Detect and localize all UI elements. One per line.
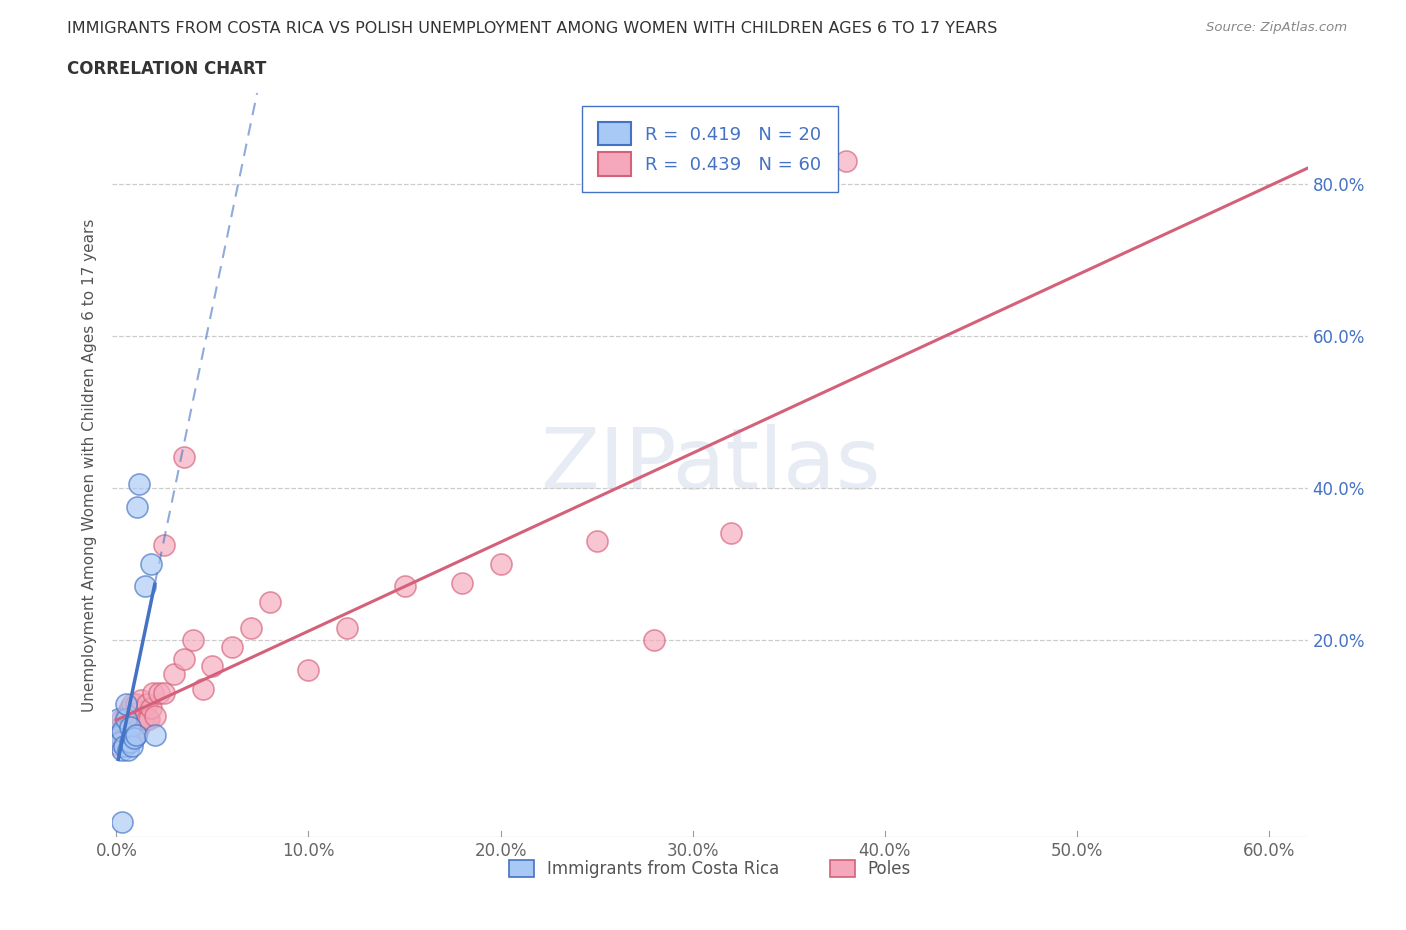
Point — [394, 579, 416, 594]
Legend: Immigrants from Costa Rica, Poles: Immigrants from Costa Rica, Poles — [502, 853, 918, 884]
Point — [643, 632, 665, 647]
Point — [451, 576, 474, 591]
Point — [143, 708, 166, 723]
Y-axis label: Unemployment Among Women with Children Ages 6 to 17 years: Unemployment Among Women with Children A… — [82, 219, 97, 711]
Point — [118, 731, 141, 746]
Point — [111, 724, 134, 738]
Point — [336, 621, 359, 636]
Point — [124, 711, 146, 726]
Point — [124, 697, 146, 711]
Point — [111, 735, 134, 750]
Point — [108, 727, 131, 742]
Point — [115, 724, 138, 738]
Point — [138, 711, 160, 726]
Point — [127, 708, 149, 723]
Point — [259, 594, 281, 609]
Point — [239, 621, 262, 636]
Point — [153, 538, 176, 552]
Point — [139, 556, 162, 571]
Point — [835, 153, 858, 168]
Point — [720, 525, 742, 540]
Point — [122, 731, 145, 746]
Point — [201, 658, 224, 673]
Point — [132, 711, 155, 726]
Point — [108, 738, 131, 753]
Point — [127, 724, 149, 738]
Point — [163, 666, 186, 681]
Point — [122, 708, 145, 723]
Point — [118, 716, 141, 731]
Point — [118, 720, 141, 735]
Point — [111, 815, 134, 830]
Point — [128, 720, 150, 735]
Point — [128, 704, 150, 719]
Point — [136, 697, 159, 711]
Point — [108, 735, 131, 750]
Point — [124, 727, 146, 742]
Point — [112, 731, 135, 746]
Point — [117, 742, 139, 757]
Point — [489, 556, 512, 571]
Point — [121, 738, 143, 753]
Point — [115, 711, 138, 726]
Point — [127, 499, 149, 514]
Point — [129, 716, 152, 731]
Point — [129, 693, 152, 708]
Point — [153, 685, 176, 700]
Point — [108, 720, 131, 735]
Point — [117, 720, 139, 735]
Point — [121, 727, 143, 742]
Point — [117, 735, 139, 750]
Point — [118, 700, 141, 715]
Point — [173, 450, 195, 465]
Point — [221, 640, 243, 655]
Point — [112, 716, 135, 731]
Point — [121, 711, 143, 726]
Point — [115, 738, 138, 753]
Point — [136, 711, 159, 726]
Point — [111, 742, 134, 757]
Point — [134, 708, 156, 723]
Text: IMMIGRANTS FROM COSTA RICA VS POLISH UNEMPLOYMENT AMONG WOMEN WITH CHILDREN AGES: IMMIGRANTS FROM COSTA RICA VS POLISH UNE… — [67, 21, 998, 36]
Point — [191, 682, 214, 697]
Point — [143, 727, 166, 742]
Point — [115, 697, 138, 711]
Point — [112, 738, 135, 753]
Point — [122, 724, 145, 738]
Point — [115, 708, 138, 723]
Point — [142, 685, 165, 700]
Point — [297, 662, 319, 677]
Point — [148, 685, 170, 700]
Text: ZIPatlas: ZIPatlas — [540, 423, 880, 507]
Point — [139, 700, 162, 715]
Point — [107, 711, 129, 726]
Point — [128, 476, 150, 491]
Point — [107, 727, 129, 742]
Point — [111, 711, 134, 726]
Point — [585, 534, 607, 549]
Point — [111, 727, 134, 742]
Point — [181, 632, 204, 647]
Point — [124, 727, 146, 742]
Point — [173, 651, 195, 666]
Point — [117, 704, 139, 719]
Point — [121, 697, 143, 711]
Point — [118, 735, 141, 750]
Text: Source: ZipAtlas.com: Source: ZipAtlas.com — [1206, 21, 1347, 34]
Text: CORRELATION CHART: CORRELATION CHART — [67, 60, 267, 78]
Point — [134, 579, 156, 594]
